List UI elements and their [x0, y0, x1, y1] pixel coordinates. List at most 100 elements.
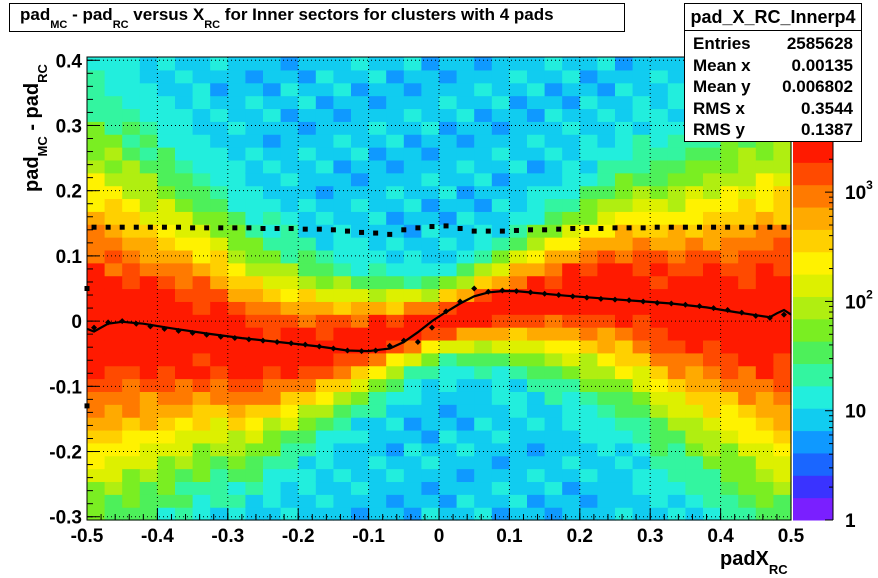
- heatmap-cell: [439, 69, 458, 84]
- heatmap-cell: [210, 429, 229, 444]
- heatmap-cell: [597, 108, 616, 122]
- heatmap-cell: [562, 249, 581, 264]
- heatmap-cell: [403, 391, 422, 405]
- heatmap-cell: [738, 327, 757, 341]
- heatmap-cell: [210, 134, 229, 148]
- heatmap-cell: [773, 352, 792, 367]
- heatmap-cell: [474, 185, 493, 200]
- heatmap-cell: [509, 442, 528, 457]
- heatmap-cell: [632, 134, 651, 148]
- heatmap-cell: [456, 57, 475, 71]
- heatmap-cell: [122, 481, 141, 495]
- heatmap-cell: [298, 327, 317, 341]
- heatmap-cell: [192, 442, 211, 457]
- heatmap-cell: [527, 159, 546, 174]
- heatmap-cell: [368, 275, 387, 290]
- heatmap-cell: [263, 468, 282, 483]
- heatmap-cell: [386, 365, 405, 380]
- heatmap-cell: [421, 327, 440, 341]
- heatmap-cell: [720, 262, 739, 277]
- heatmap-cell: [439, 455, 458, 470]
- heatmap-cell: [773, 185, 792, 200]
- heatmap-cell: [333, 147, 352, 161]
- heatmap-cell: [227, 442, 246, 457]
- heatmap-cell: [439, 95, 458, 110]
- heatmap-cell: [333, 352, 352, 367]
- rms-marker: [612, 225, 618, 231]
- heatmap-cell: [245, 198, 264, 212]
- heatmap-cell: [315, 365, 334, 380]
- heatmap-cell: [368, 159, 387, 174]
- heatmap-cell: [755, 442, 774, 457]
- heatmap-cell: [139, 121, 158, 135]
- heatmap-cell: [315, 301, 334, 315]
- title-part-2: - pad: [67, 5, 112, 24]
- heatmap-cell: [87, 352, 106, 367]
- heatmap-cell: [491, 57, 510, 71]
- heatmap-cell: [139, 378, 158, 392]
- heatmap-cell: [368, 172, 387, 187]
- heatmap-cell: [667, 147, 686, 161]
- heatmap-cell: [104, 327, 123, 341]
- heatmap-cell: [298, 82, 317, 97]
- heatmap-cell: [509, 327, 528, 341]
- heatmap-cell: [298, 481, 317, 495]
- heatmap-cell: [315, 262, 334, 277]
- heatmap-cell: [632, 442, 651, 457]
- heatmap-cell: [87, 108, 106, 122]
- rms-marker: [725, 224, 731, 230]
- heatmap-cell: [650, 365, 669, 380]
- heatmap-cell: [738, 211, 757, 225]
- heatmap-cell: [632, 275, 651, 290]
- heatmap-cell: [280, 442, 299, 457]
- heatmap-cell: [773, 159, 792, 174]
- heatmap-cell: [421, 159, 440, 174]
- heatmap-cell: [421, 69, 440, 84]
- heatmap-cell: [738, 352, 757, 367]
- heatmap-cell: [245, 237, 264, 251]
- heatmap-cell: [439, 159, 458, 174]
- rms-marker: [119, 224, 125, 230]
- heatmap-cell: [263, 147, 282, 161]
- heatmap-cell: [175, 275, 194, 290]
- heatmap-cell: [298, 391, 317, 405]
- heatmap-cell: [263, 198, 282, 212]
- heatmap-cell: [351, 455, 370, 470]
- heatmap-cell: [298, 69, 317, 84]
- heatmap-cell: [298, 339, 317, 354]
- heatmap-cell: [351, 429, 370, 444]
- heatmap-cell: [263, 481, 282, 495]
- heatmap-cell: [122, 468, 141, 483]
- heatmap-cell: [509, 378, 528, 392]
- heatmap-cell: [403, 301, 422, 315]
- heatmap-cell: [544, 172, 563, 187]
- heatmap-cell: [755, 159, 774, 174]
- heatmap-cell: [298, 134, 317, 148]
- heatmap-cell: [562, 378, 581, 392]
- heatmap-cell: [650, 417, 669, 431]
- heatmap-cell: [122, 455, 141, 470]
- heatmap-cell: [104, 301, 123, 315]
- heatmap-cell: [139, 57, 158, 71]
- heatmap-cell: [368, 365, 387, 380]
- rms-marker: [330, 227, 336, 233]
- heatmap-cell: [175, 198, 194, 212]
- heatmap-cell: [403, 185, 422, 200]
- heatmap-cell: [104, 494, 123, 508]
- heatmap-cell: [351, 198, 370, 212]
- heatmap-cell: [773, 378, 792, 392]
- heatmap-cell: [245, 404, 264, 418]
- heatmap-cell: [227, 249, 246, 264]
- title-part-1: MC: [50, 19, 67, 31]
- heatmap-cell: [139, 468, 158, 483]
- heatmap-cell: [685, 314, 704, 328]
- heatmap-cell: [597, 455, 616, 470]
- heatmap-cell: [615, 108, 634, 122]
- heatmap-cell: [403, 262, 422, 277]
- heatmap-cell: [474, 468, 493, 483]
- heatmap-cell: [685, 211, 704, 225]
- heatmap-cell: [87, 404, 106, 418]
- heatmap-cell: [562, 429, 581, 444]
- heatmap-cell: [122, 198, 141, 212]
- heatmap-cell: [263, 249, 282, 264]
